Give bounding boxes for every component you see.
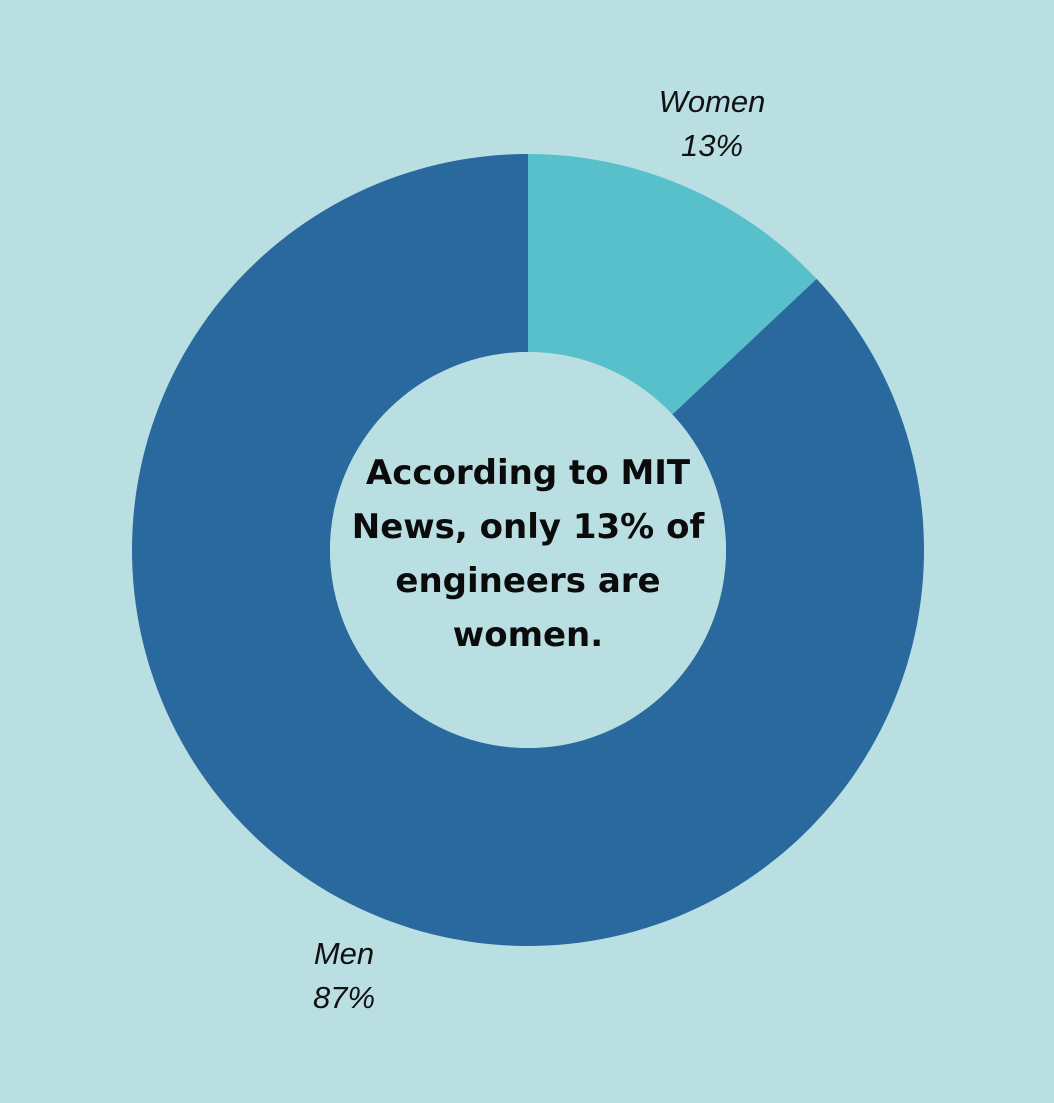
donut-slice-men (131, 154, 924, 946)
slice-label-men: Men 87% (244, 932, 444, 1020)
donut-slice-women (528, 154, 817, 415)
slice-label-women-category: Women (658, 84, 766, 119)
slice-label-women: Women 13% (612, 80, 812, 168)
slice-label-men-value: 87% (312, 980, 376, 1015)
donut-center-text: According to MIT News, only 13% of engin… (351, 453, 705, 655)
donut-hole (330, 352, 726, 748)
slice-label-men-category: Men (313, 936, 375, 971)
slice-label-women-value: 13% (680, 128, 744, 163)
